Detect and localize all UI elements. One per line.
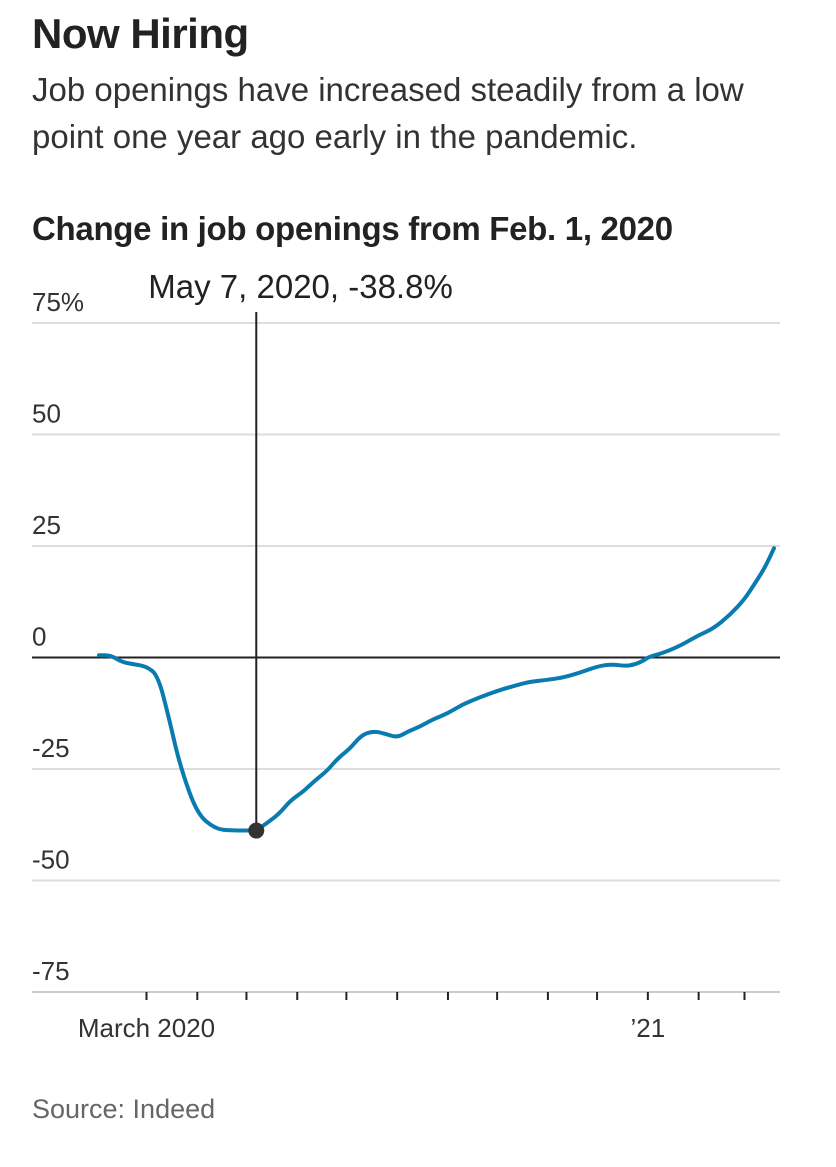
series-line-job-openings [97, 546, 776, 833]
y-tick-label: 25 [32, 510, 61, 540]
source-note: Source: Indeed [32, 1094, 216, 1124]
y-tick-label: 0 [32, 622, 46, 652]
chart-canvas: 75% 50 25 0 -25 -50 -75 March 2020 ’21 May 7, 2… [32, 268, 780, 1043]
y-tick-label: -75 [32, 956, 70, 986]
x-tick-label: ’21 [630, 1013, 665, 1043]
y-tick-label: 50 [32, 399, 61, 429]
subhead: Job openings have increased steadily fro… [32, 71, 744, 155]
y-tick-labels: 75% 50 25 0 -25 -50 -75 [32, 287, 84, 986]
y-tick-label: 75% [32, 287, 84, 317]
grid-lines [32, 322, 780, 993]
annotation-label: May 7, 2020, -38.8% [148, 268, 453, 305]
x-axis: March 2020 ’21 [78, 992, 746, 1043]
x-tick-label: March 2020 [78, 1013, 215, 1043]
annotation-group: May 7, 2020, -38.8% [148, 268, 453, 831]
chart-title: Change in job openings from Feb. 1, 2020 [32, 210, 673, 247]
y-tick-label: -50 [32, 845, 70, 875]
y-tick-label: -25 [32, 733, 70, 763]
marker-group [248, 822, 265, 839]
series-group [97, 546, 776, 833]
annotation-marker [248, 822, 265, 839]
headline: Now Hiring [32, 10, 249, 57]
